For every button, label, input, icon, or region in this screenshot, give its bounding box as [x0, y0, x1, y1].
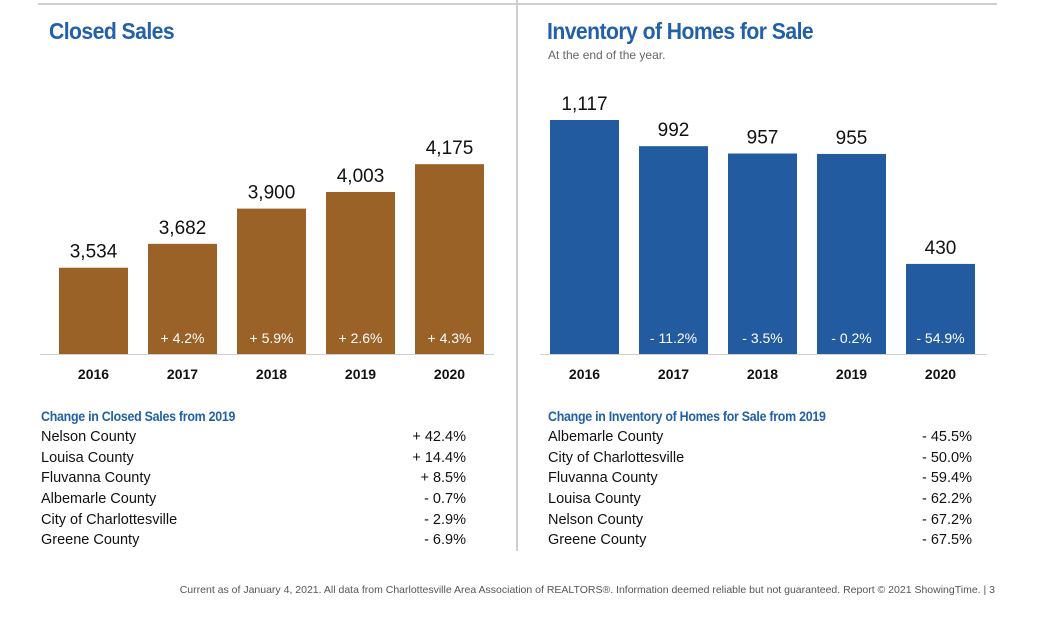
table-row: Fluvanna County - 59.4%: [548, 470, 972, 491]
area-name: Louisa County: [41, 449, 134, 466]
x-tick-label: 2019: [345, 366, 376, 382]
table-row: City of Charlottesville - 50.0%: [548, 450, 972, 471]
pct-change-label: - 11.2%: [650, 330, 697, 346]
bar-2017: [639, 146, 708, 354]
area-name: Nelson County: [548, 511, 644, 528]
area-name: Greene County: [548, 532, 647, 549]
inventory-chart: 1,117 2016 992 - 11.2% 2017 957 - 3.5% 2018 955 -…: [540, 94, 987, 382]
x-tick-label: 2018: [256, 366, 287, 382]
x-tick-label: 2020: [925, 366, 956, 382]
bar-2018: [728, 153, 797, 354]
bar-2019: [326, 191, 395, 354]
area-name: Nelson County: [41, 429, 137, 445]
percent-change: - 67.2%: [922, 511, 972, 528]
x-tick-label: 2016: [569, 366, 600, 382]
percent-change: - 59.4%: [922, 470, 972, 487]
pct-change-label: + 4.2%: [161, 330, 205, 346]
value-label: 992: [658, 120, 690, 141]
value-label: 4,175: [426, 138, 474, 159]
footer-disclaimer: Current as of January 4, 2021. All data …: [179, 584, 995, 596]
inventory-change-table: Change in Inventory of Homes for Sale fr…: [548, 409, 972, 553]
table-row: Nelson County + 42.4%: [41, 429, 466, 450]
area-name: Albemarle County: [548, 429, 664, 445]
x-tick-label: 2019: [836, 366, 867, 382]
percent-change: + 42.4%: [412, 429, 466, 445]
table-row: Nelson County - 67.2%: [548, 512, 972, 533]
bar-2016: [59, 267, 128, 354]
table-row: Albemarle County - 45.5%: [548, 429, 972, 450]
percent-change: + 8.5%: [420, 470, 466, 487]
x-tick-label: 2020: [434, 366, 465, 382]
inventory-subtitle: At the end of the year.: [548, 48, 666, 62]
percent-change: + 14.4%: [412, 449, 466, 466]
pct-change-label: + 4.3%: [428, 330, 472, 346]
x-tick-label: 2018: [747, 366, 778, 382]
percent-change: - 0.7%: [424, 491, 466, 508]
bar-2017: [148, 243, 217, 354]
closed-sales-title: Closed Sales: [49, 18, 175, 44]
percent-change: - 45.5%: [922, 429, 972, 445]
value-label: 957: [747, 128, 779, 149]
table-row: Louisa County + 14.4%: [41, 450, 466, 471]
inventory-title: Inventory of Homes for Sale: [547, 18, 814, 44]
x-tick-label: 2017: [167, 366, 198, 382]
percent-change: - 67.5%: [922, 532, 972, 549]
area-name: Fluvanna County: [548, 470, 658, 487]
closed-sales-change-table: Change in Closed Sales from 2019 Nelson …: [41, 409, 466, 553]
area-name: City of Charlottesville: [41, 511, 178, 528]
table-row: Fluvanna County + 8.5%: [41, 470, 466, 491]
table-row: Louisa County - 62.2%: [548, 491, 972, 512]
bar-2016: [550, 120, 619, 354]
percent-change: - 6.9%: [424, 532, 466, 549]
pct-change-label: - 0.2%: [831, 330, 871, 346]
percent-change: - 62.2%: [922, 491, 972, 508]
bar-2018: [237, 208, 306, 354]
value-label: 1,117: [561, 94, 607, 115]
area-name: Albemarle County: [41, 491, 157, 508]
value-label: 3,534: [70, 242, 118, 263]
pct-change-label: - 54.9%: [916, 330, 964, 346]
area-name: Louisa County: [548, 491, 641, 508]
table-row: Greene County - 67.5%: [548, 532, 972, 553]
panel-divider: [516, 0, 518, 551]
table-row: Greene County - 6.9%: [41, 532, 466, 553]
closed-sales-table-heading: Change in Closed Sales from 2019: [41, 409, 236, 424]
pct-change-label: + 5.9%: [250, 330, 294, 346]
x-tick-label: 2017: [658, 366, 689, 382]
pct-change-label: - 3.5%: [742, 330, 782, 346]
inventory-table-heading: Change in Inventory of Homes for Sale fr…: [548, 409, 826, 424]
area-name: Greene County: [41, 532, 140, 549]
percent-change: - 50.0%: [922, 449, 972, 466]
value-label: 3,900: [248, 183, 296, 204]
area-name: Fluvanna County: [41, 470, 151, 487]
value-label: 3,682: [159, 218, 207, 239]
percent-change: - 2.9%: [424, 511, 466, 528]
value-label: 955: [836, 128, 868, 149]
pct-change-label: + 2.6%: [339, 330, 383, 346]
table-row: Albemarle County - 0.7%: [41, 491, 466, 512]
area-name: City of Charlottesville: [548, 449, 685, 466]
table-row: City of Charlottesville - 2.9%: [41, 512, 466, 533]
bar-2020: [906, 263, 975, 354]
bar-2019: [817, 153, 886, 354]
value-label: 4,003: [337, 166, 385, 187]
x-tick-label: 2016: [78, 366, 109, 382]
closed-sales-chart: 3,534 2016 3,682 + 4.2% 2017 3,900 + 5.9% 2018 4…: [40, 138, 494, 382]
bar-2020: [415, 164, 484, 354]
value-label: 430: [925, 238, 957, 259]
